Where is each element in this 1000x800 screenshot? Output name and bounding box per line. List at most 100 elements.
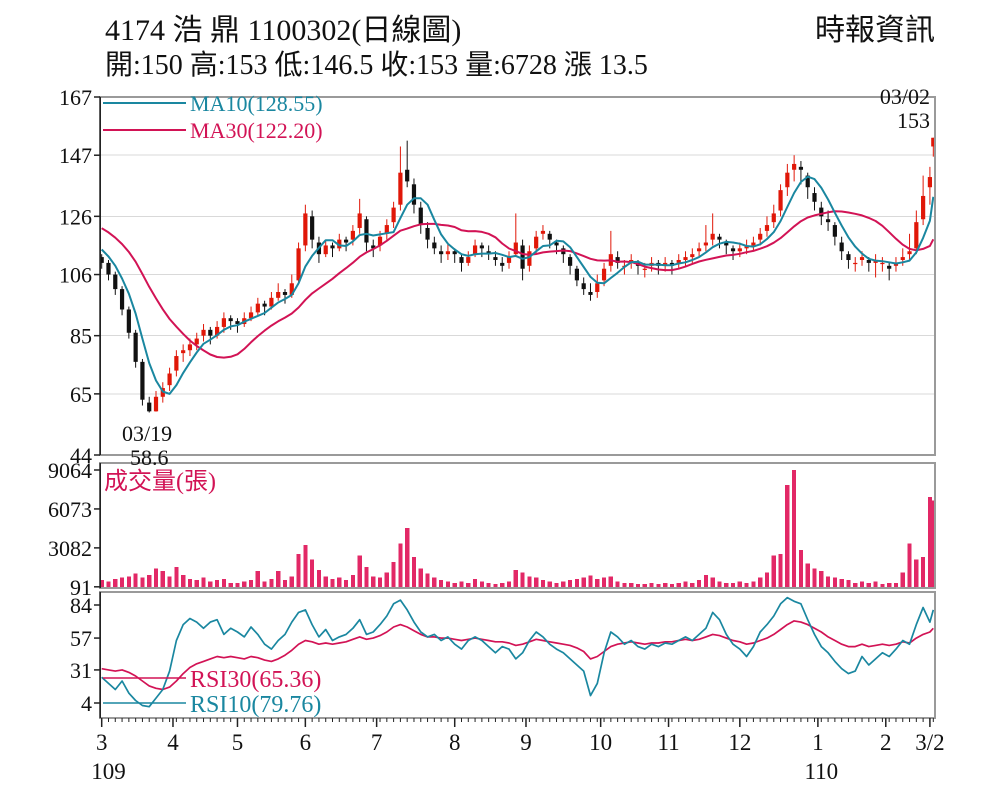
candlestick bbox=[262, 303, 267, 307]
candlestick bbox=[269, 297, 274, 307]
month-label: 3/2 bbox=[915, 730, 944, 755]
candlestick bbox=[588, 292, 593, 295]
volume-bar bbox=[866, 582, 871, 588]
price-tick-label: 44 bbox=[70, 443, 92, 468]
candlestick bbox=[696, 248, 702, 252]
volume-bar bbox=[554, 582, 559, 588]
candlestick bbox=[113, 274, 118, 290]
candlestick bbox=[384, 225, 389, 234]
candlestick bbox=[534, 236, 539, 249]
volume-bar bbox=[425, 573, 430, 588]
volume-bar bbox=[262, 581, 267, 588]
volume-bar bbox=[574, 578, 580, 588]
candlestick bbox=[921, 195, 926, 220]
candlestick bbox=[568, 257, 573, 266]
volume-bar bbox=[663, 582, 668, 588]
candlestick bbox=[323, 245, 328, 255]
candlestick bbox=[798, 166, 804, 170]
candlestick bbox=[391, 207, 396, 223]
price-tick-label: 167 bbox=[59, 85, 92, 110]
candlestick bbox=[377, 236, 383, 246]
volume-bar bbox=[106, 581, 111, 588]
volume-bar bbox=[893, 582, 899, 588]
month-label: 10 bbox=[589, 730, 612, 755]
volume-bar bbox=[160, 571, 165, 588]
volume-bar bbox=[500, 582, 505, 588]
candlestick bbox=[174, 356, 179, 371]
volume-bar bbox=[887, 582, 892, 588]
volume-bar bbox=[466, 582, 471, 588]
volume-bar bbox=[405, 528, 410, 588]
ma10-legend-label: MA10(128.55) bbox=[190, 91, 323, 116]
volume-bar bbox=[812, 568, 817, 588]
volume-panel-label: 成交量(張) bbox=[104, 468, 216, 495]
volume-bar bbox=[201, 577, 206, 588]
volume-bar bbox=[730, 582, 736, 588]
volume-bar bbox=[846, 580, 851, 588]
month-label: 5 bbox=[232, 730, 244, 755]
candlestick bbox=[825, 219, 831, 223]
candlestick bbox=[914, 222, 919, 249]
rsi-tick-label: 84 bbox=[70, 593, 92, 618]
volume-bar bbox=[527, 576, 532, 588]
volume-tick-label: 91 bbox=[70, 575, 92, 600]
ohlc-info: 開:150 高:153 低:146.5 收:153 量:6728 漲 13.5 bbox=[105, 49, 648, 81]
volume-bar bbox=[724, 582, 729, 588]
volume-tick-label: 3082 bbox=[48, 536, 92, 561]
volume-bar bbox=[187, 578, 193, 588]
candlestick bbox=[296, 248, 301, 281]
candlestick bbox=[846, 254, 851, 260]
volume-bar bbox=[472, 578, 478, 588]
volume-bar bbox=[235, 582, 240, 588]
volume-bar bbox=[798, 550, 804, 588]
candlestick bbox=[792, 163, 797, 170]
volume-bar bbox=[119, 577, 125, 588]
candlestick bbox=[832, 225, 837, 237]
candlestick bbox=[418, 207, 423, 226]
candlestick bbox=[221, 318, 226, 327]
volume-bar bbox=[676, 582, 681, 588]
rsi-tick-label: 4 bbox=[81, 691, 92, 716]
rsi-tick-label: 57 bbox=[70, 626, 92, 651]
era-label: 109 bbox=[91, 759, 126, 784]
volume-bar bbox=[486, 582, 491, 588]
candlestick bbox=[540, 230, 546, 234]
volume-bar bbox=[269, 578, 274, 588]
volume-bar bbox=[296, 554, 301, 588]
candlestick bbox=[601, 268, 607, 281]
volume-bar bbox=[377, 577, 383, 588]
volume-bar bbox=[493, 584, 498, 588]
candlestick bbox=[398, 172, 403, 205]
candlestick bbox=[595, 283, 600, 293]
candlestick bbox=[785, 172, 790, 188]
volume-bar bbox=[289, 576, 294, 588]
ma30-line bbox=[101, 210, 935, 359]
volume-bar bbox=[520, 572, 525, 588]
rsi30-legend-label: RSI30(65.36) bbox=[190, 667, 321, 693]
volume-bar bbox=[215, 580, 220, 588]
candlestick bbox=[853, 262, 858, 265]
candlestick bbox=[493, 257, 498, 260]
candlestick bbox=[411, 184, 417, 205]
candlestick bbox=[282, 292, 288, 295]
volume-bar bbox=[588, 575, 593, 588]
ma30-legend-label: MA30(122.20) bbox=[190, 118, 323, 143]
candlestick bbox=[676, 259, 681, 263]
volume-bar bbox=[785, 485, 790, 588]
volume-bar bbox=[133, 573, 138, 588]
candlestick bbox=[574, 268, 580, 281]
volume-bar bbox=[601, 577, 607, 588]
volume-bar bbox=[805, 563, 810, 588]
volume-bar bbox=[927, 496, 933, 588]
volume-bar bbox=[914, 559, 919, 588]
price-tick-label: 65 bbox=[70, 382, 92, 407]
volume-bar bbox=[615, 581, 620, 588]
month-label: 9 bbox=[520, 730, 532, 755]
volume-bar bbox=[384, 572, 389, 588]
month-label: 4 bbox=[167, 730, 179, 755]
volume-bar bbox=[622, 582, 627, 588]
volume-bar bbox=[703, 574, 708, 588]
candlestick bbox=[337, 239, 342, 249]
volume-bar bbox=[534, 577, 539, 588]
